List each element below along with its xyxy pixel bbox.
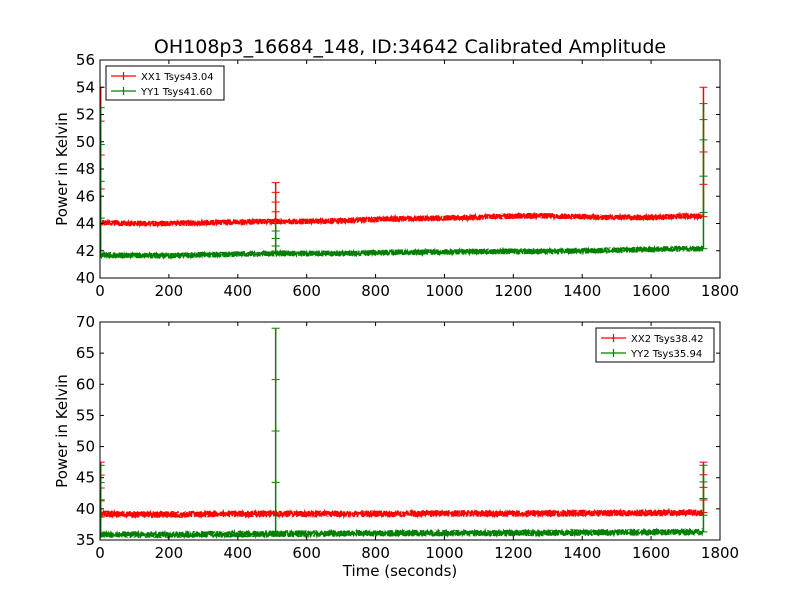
bottom-panel: 0 200 400 600 800 1000 1200 1400 1600 1800 35 40 45 5… (53, 313, 739, 580)
x-tick-label: 200 (155, 544, 184, 562)
y-tick-label: 65 (76, 344, 95, 362)
y-tick-label: 52 (76, 106, 95, 124)
series-2 (100, 327, 708, 540)
y-tick-label: 50 (76, 133, 95, 151)
y-tick-label: 54 (76, 78, 95, 96)
axes-frame (99, 321, 721, 541)
x-tick-label: 1800 (701, 282, 739, 300)
y-tick-label: 56 (76, 51, 95, 69)
y-tick-label: 60 (76, 375, 95, 393)
x-tick-label: 1000 (425, 544, 463, 562)
series-trend (100, 527, 704, 540)
legend-label: YY1 Tsys41.60 (140, 87, 212, 98)
x-tick-label: 1200 (494, 544, 532, 562)
y-axis-label: Power in Kelvin (53, 112, 71, 226)
legend-box (595, 327, 715, 363)
y-tick-label: 40 (76, 500, 95, 518)
y-tick-label: 45 (76, 469, 95, 487)
y-axis-label: Power in Kelvin (53, 374, 71, 488)
x-tick-label: 1400 (563, 282, 601, 300)
y-tick-label: 70 (76, 313, 95, 331)
x-tick-label: 1200 (494, 282, 532, 300)
legend: XX1 Tsys43.04 YY1 Tsys41.60 (105, 65, 225, 101)
x-tick-label: 400 (223, 544, 252, 562)
series-trend (100, 507, 704, 520)
x-tick-label: 1000 (425, 282, 463, 300)
x-tick-label: 1600 (632, 544, 670, 562)
x-tick-label: 400 (223, 282, 252, 300)
series-trend (100, 244, 704, 261)
x-tick-label: 800 (361, 544, 390, 562)
y-tick-label: 48 (76, 160, 95, 178)
series-trend (100, 211, 704, 229)
x-tick-label: 200 (155, 282, 184, 300)
y-tick-label: 35 (76, 531, 95, 549)
x-tick-label: 800 (361, 282, 390, 300)
x-tick-label: 1400 (563, 544, 601, 562)
legend-label: XX2 Tsys38.42 (631, 334, 704, 345)
y-tick-label: 44 (76, 215, 95, 233)
figure-title: OH108p3_16684_148, ID:34642 Calibrated A… (154, 36, 666, 58)
x-tick-label: 0 (95, 282, 105, 300)
y-tick-label: 42 (76, 242, 95, 260)
legend-label: XX1 Tsys43.04 (141, 72, 214, 83)
x-tick-label: 600 (292, 282, 321, 300)
x-tick-label: 600 (292, 544, 321, 562)
top-panel: 0 200 400 600 800 1000 1200 1400 1600 1800 40 42 44 4… (53, 51, 739, 300)
plot-area (100, 86, 708, 261)
x-tick-label: 0 (95, 544, 105, 562)
legend-label: YY2 Tsys35.94 (630, 349, 702, 360)
y-tick-label: 40 (76, 269, 95, 287)
y-tick-label: 50 (76, 438, 95, 456)
legend-box (105, 65, 225, 101)
x-tick-label: 1800 (701, 544, 739, 562)
y-tick-label: 46 (76, 187, 95, 205)
x-tick-label: 1600 (632, 282, 670, 300)
series-2 (100, 103, 708, 261)
legend: XX2 Tsys38.42 YY2 Tsys35.94 (595, 327, 715, 363)
x-axis-label: Time (seconds) (342, 562, 458, 580)
plot-area (100, 327, 708, 540)
y-tick-label: 55 (76, 406, 95, 424)
